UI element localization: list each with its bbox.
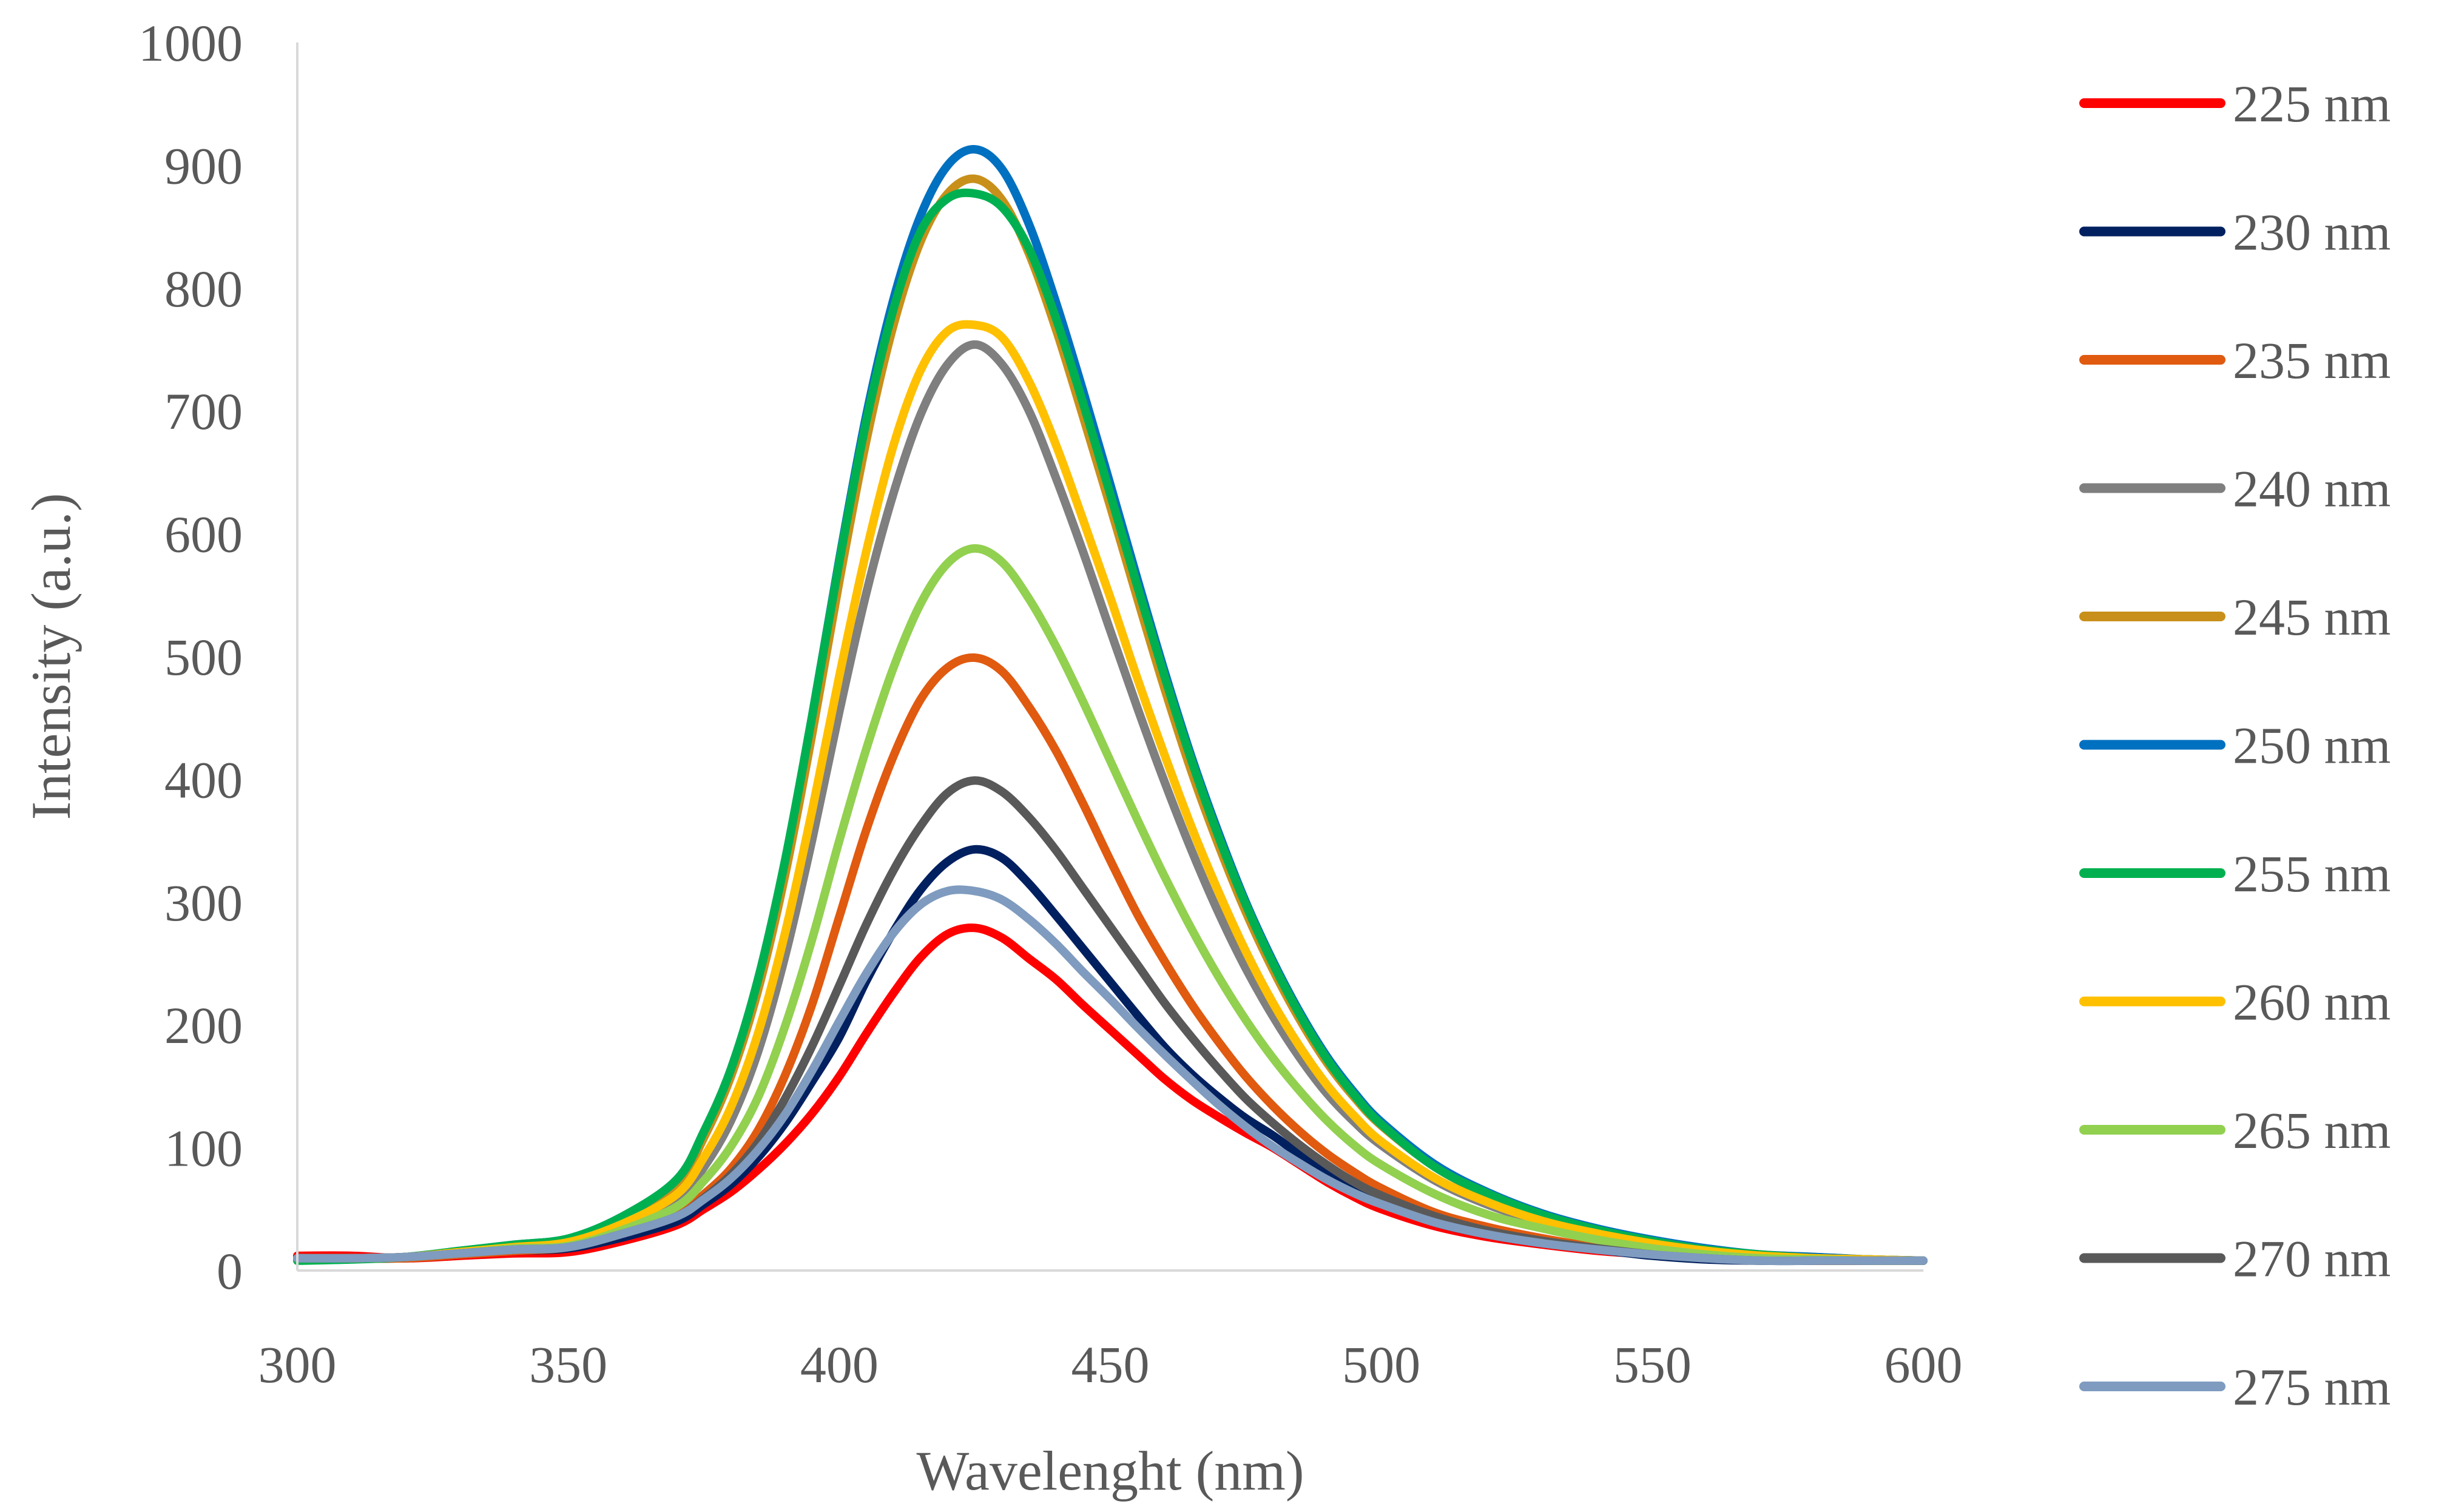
x-tick-labels: 300 350 400 450 500 550 600 [258,1335,1963,1394]
y-tick-label: 200 [164,996,243,1055]
legend-label: 265 nm [2233,1101,2391,1159]
legend-label: 260 nm [2233,973,2391,1031]
y-tick-label: 0 [217,1242,243,1300]
legend-item: 255 nm [2079,845,2391,903]
legend-item: 265 nm [2079,1101,2391,1159]
legend-label: 225 nm [2233,75,2391,133]
y-tick-label: 100 [164,1119,243,1178]
y-tick-label: 800 [164,260,243,318]
y-tick-label: 500 [164,628,243,686]
legend-label: 245 nm [2233,588,2391,646]
legend-label: 255 nm [2233,845,2391,903]
series-line-230-nm [293,845,1928,1265]
series-line-245-nm [293,174,1928,1265]
legend-label: 230 nm [2233,203,2391,262]
legend-item: 245 nm [2079,588,2391,646]
series-line-250-nm [293,145,1928,1265]
legend: 225 nm 230 nm 235 nm 240 nm 245 nm 250 nm 255 … [2079,75,2391,1416]
legend-item: 230 nm [2079,203,2391,262]
legend-label: 235 nm [2233,331,2391,390]
series-line-275-nm [293,885,1928,1266]
y-tick-label: 700 [164,382,243,440]
x-tick-label: 500 [1342,1335,1420,1394]
legend-item: 240 nm [2079,460,2391,518]
legend-item: 275 nm [2079,1358,2391,1416]
y-tick-label: 400 [164,751,243,809]
y-tick-label: 1000 [138,14,243,72]
x-tick-label: 550 [1613,1335,1692,1394]
y-tick-label: 600 [164,505,243,564]
series-line-235-nm [293,653,1928,1265]
series-line-265-nm [293,544,1928,1265]
legend-label: 240 nm [2233,460,2391,518]
plot-area [293,145,1928,1266]
x-tick-label: 450 [1071,1335,1150,1394]
x-tick-label: 300 [258,1335,337,1394]
series-line-260-nm [293,320,1928,1265]
legend-label: 270 nm [2233,1230,2391,1288]
legend-item: 225 nm [2079,75,2391,133]
legend-item: 260 nm [2079,973,2391,1031]
y-tick-labels: 0 100 200 300 400 500 600 700 800 900 1000 [138,14,243,1300]
x-tick-label: 350 [529,1335,607,1394]
legend-item: 270 nm [2079,1230,2391,1288]
y-tick-label: 900 [164,137,243,195]
series-line-255-nm [293,188,1928,1265]
x-tick-label: 400 [800,1335,879,1394]
x-tick-label: 600 [1884,1335,1963,1394]
legend-item: 250 nm [2079,717,2391,775]
legend-item: 235 nm [2079,331,2391,390]
legend-label: 275 nm [2233,1358,2391,1416]
y-tick-label: 300 [164,874,243,932]
x-axis-title: Wavelenght (nm) [917,1440,1304,1502]
legend-label: 250 nm [2233,717,2391,775]
y-axis-title: Intensity (a.u.) [20,493,82,820]
